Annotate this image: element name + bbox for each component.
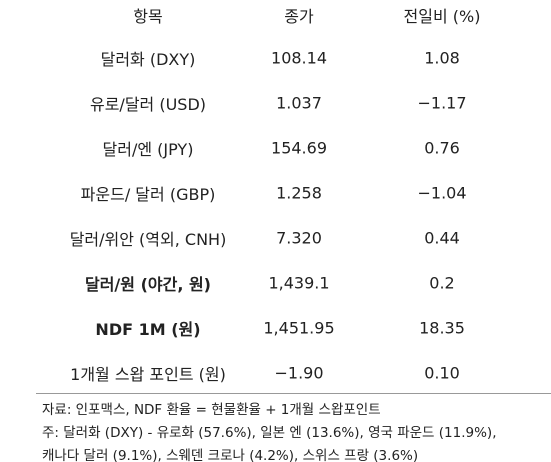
table-cell: 달러/위안 (역외, CNH) (69, 230, 227, 249)
table-cell: 1.258 (276, 183, 322, 203)
table-cell: 0.2 (429, 273, 455, 293)
table-cell: 7.320 (276, 228, 322, 248)
table-cell: −1.90 (274, 363, 324, 383)
table-cell: 0.76 (424, 138, 460, 158)
table-cell: 108.14 (271, 48, 327, 68)
header-cell: 종가 (284, 7, 314, 26)
table-cell: 달러/엔 (JPY) (102, 140, 194, 159)
table-cell: −1.17 (417, 93, 467, 113)
table-cell: 0.10 (424, 363, 460, 383)
table-cell: 유로/달러 (USD) (89, 95, 207, 114)
note: 자료: 인포맥스, NDF 환율 = 현물환율 + 1개월 스왑포인트 (42, 402, 381, 418)
note: 주: 달러화 (DXY) - 유로화 (57.6%), 일본 엔 (13.6%)… (42, 425, 497, 441)
table-cell: 달러화 (DXY) (100, 50, 196, 69)
table-cell: NDF 1M (원) (95, 320, 201, 339)
header-cell: 항목 (133, 7, 163, 26)
separator (36, 393, 551, 394)
table-cell: 달러/원 (야간, 원) (84, 275, 212, 294)
table-cell: 0.44 (424, 228, 460, 248)
table-cell: −1.04 (417, 183, 467, 203)
table-cell: 1.08 (424, 48, 460, 68)
note: 캐나다 달러 (9.1%), 스웨덴 크로나 (4.2%), 스위스 프랑 (3… (42, 448, 419, 462)
table-cell: 1,451.95 (263, 318, 335, 338)
table-cell: 1.037 (276, 93, 322, 113)
table-cell: 18.35 (419, 318, 465, 338)
header-cell: 전일비 (%) (403, 7, 481, 26)
table-cell: 154.69 (271, 138, 327, 158)
table-cell: 1개월 스왑 포인트 (원) (70, 365, 226, 384)
table-cell: 1,439.1 (268, 273, 330, 293)
table-cell: 파운드/ 달러 (GBP) (80, 185, 216, 204)
